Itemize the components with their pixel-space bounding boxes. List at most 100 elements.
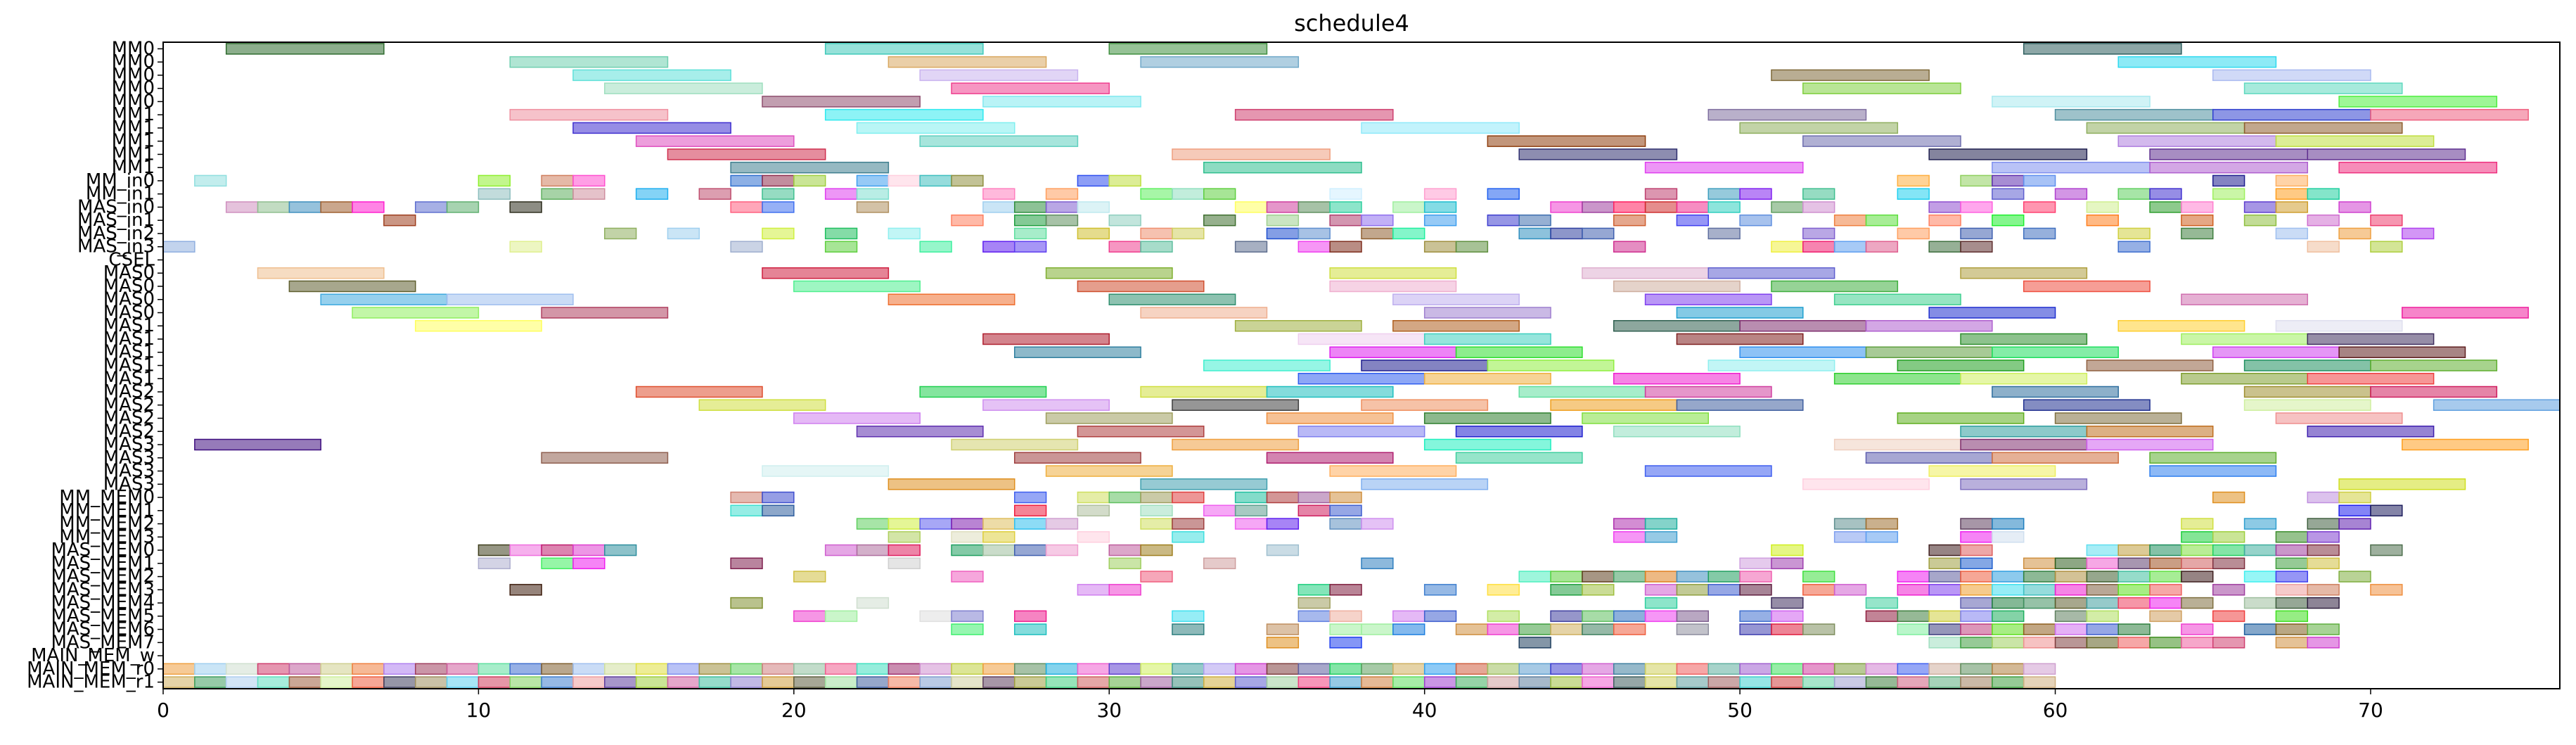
task-bar (951, 438, 1079, 451)
task-bar (2433, 399, 2561, 412)
task-bar (1676, 571, 1710, 582)
task-bar (1960, 201, 1993, 213)
task-bar (730, 676, 763, 688)
task-bar (414, 201, 448, 213)
task-bar (2243, 544, 2277, 556)
task-bar (2117, 637, 2151, 649)
task-bar (194, 676, 227, 688)
task-bar (982, 399, 1110, 412)
task-bar (951, 531, 984, 543)
task-bar (2307, 544, 2340, 556)
task-bar (509, 663, 542, 675)
task-bar (1613, 676, 1646, 688)
task-bar (1140, 504, 1173, 517)
task-bar (1960, 557, 1993, 570)
task-bar (1707, 571, 1741, 582)
task-bar (1172, 518, 1205, 530)
task-bar (1361, 214, 1394, 227)
task-bar (1707, 201, 1741, 213)
task-bar (2370, 108, 2529, 121)
task-bar (2086, 426, 2214, 438)
task-bar (1960, 531, 1993, 543)
task-bar (1613, 610, 1646, 623)
task-bar (2086, 201, 2119, 213)
task-bar (856, 188, 890, 200)
task-bar (1802, 571, 1835, 582)
task-bar (2338, 227, 2371, 240)
task-bar (1802, 188, 1835, 200)
task-bar (2023, 571, 2056, 582)
task-bar (1865, 597, 1899, 609)
task-bar (352, 676, 385, 688)
task-bar (730, 597, 763, 609)
task-bar (2086, 557, 2119, 570)
task-bar (1045, 676, 1079, 688)
task-bar (2023, 584, 2056, 596)
task-bar (1960, 227, 1993, 240)
task-bar (1865, 663, 1899, 675)
task-bar (635, 135, 795, 147)
y-tick-label: MAS0 (103, 302, 155, 323)
task-bar (793, 571, 826, 582)
y-tick-label: MM1 (112, 117, 155, 139)
task-bar (2117, 135, 2277, 147)
task-bar (1297, 676, 1331, 688)
task-bar (951, 623, 984, 635)
task-bar (1297, 227, 1331, 240)
task-bar (2181, 544, 2214, 556)
task-bar (1771, 544, 1804, 556)
task-bar (1928, 214, 1961, 227)
task-bar (2086, 438, 2214, 451)
task-bar (1455, 346, 1583, 358)
task-bar (1013, 676, 1047, 688)
task-bar (1013, 663, 1047, 675)
task-bar (1676, 214, 1710, 227)
task-bar (2054, 584, 2088, 596)
task-bar (1644, 663, 1678, 675)
task-bar (1928, 663, 1961, 675)
task-bar (1613, 518, 1646, 530)
task-bar (1234, 491, 1268, 504)
task-bar (1423, 214, 1457, 227)
task-bar (698, 188, 731, 200)
task-bar (1833, 214, 1867, 227)
task-bar (1172, 438, 1300, 451)
task-bar (1140, 571, 1173, 582)
task-bar (2181, 227, 2214, 240)
task-bar (1140, 227, 1173, 240)
task-bar (856, 663, 890, 675)
task-bar (1739, 676, 1772, 688)
task-bar (1013, 452, 1141, 464)
task-bar (824, 544, 858, 556)
chart-title: schedule4 (1294, 10, 1409, 37)
y-tick-label: MAS_in0 (77, 196, 155, 217)
task-bar (919, 386, 1047, 398)
task-bar (635, 663, 669, 675)
task-bar (1897, 584, 1930, 596)
task-bar (478, 557, 511, 570)
task-bar (2054, 557, 2088, 570)
task-bar (1771, 610, 1804, 623)
task-bar (2275, 571, 2309, 582)
task-bar (1329, 610, 1362, 623)
task-bar (1297, 504, 1331, 517)
task-bar (2117, 188, 2151, 200)
task-bar (1928, 465, 2056, 477)
task-bar (1676, 584, 1710, 596)
task-bar (1865, 346, 1993, 358)
task-bar (2370, 386, 2498, 398)
task-bar (2117, 557, 2151, 570)
task-bar (1833, 293, 1961, 305)
task-bar (1329, 465, 1457, 477)
task-bar (1140, 544, 1173, 556)
task-bar (1960, 584, 1993, 596)
y-tick-label: MAS1 (103, 329, 155, 350)
task-bar (2338, 504, 2371, 517)
task-bar (1928, 148, 2088, 160)
task-bar (446, 676, 480, 688)
task-bar (635, 676, 669, 688)
task-bar (1960, 478, 2088, 490)
task-bar (1518, 214, 1551, 227)
task-bar (1108, 491, 1141, 504)
task-bar (1833, 663, 1867, 675)
